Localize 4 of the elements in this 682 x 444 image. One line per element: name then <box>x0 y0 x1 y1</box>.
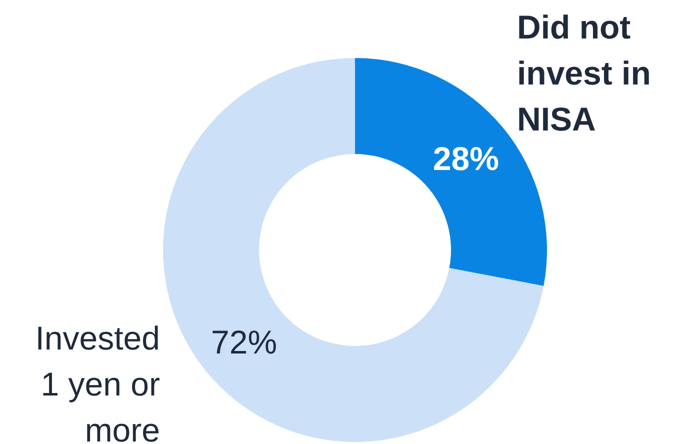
data-label: 28% <box>432 140 499 177</box>
slice-label: Did not invest in NISA <box>517 8 651 138</box>
data-label: 72% <box>211 323 278 360</box>
slice-label: Invested 1 yen or more <box>35 320 160 444</box>
